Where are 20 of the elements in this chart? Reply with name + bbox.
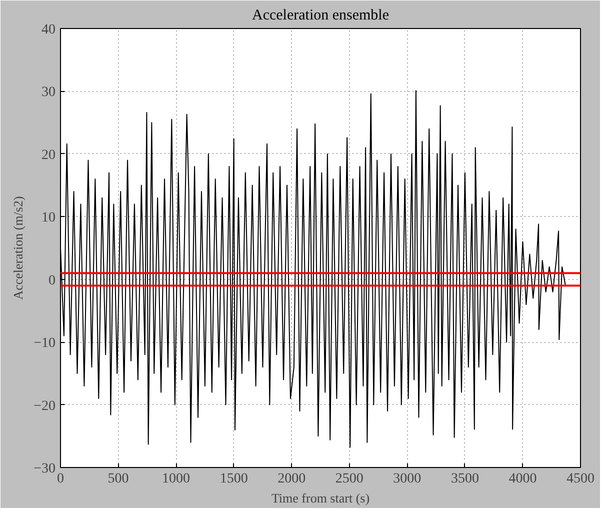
x-tick-label: 1000 (162, 472, 190, 486)
y-axis-title: Acceleration (m/s2) (10, 196, 26, 300)
x-tick-label: 2500 (335, 472, 364, 486)
y-tick-label: 0 (48, 273, 56, 288)
y-tick-label: 40 (42, 22, 56, 38)
x-tick-label: 4000 (508, 472, 537, 486)
y-tick-label: −30 (34, 462, 56, 476)
x-tick-label: 3000 (393, 472, 422, 486)
x-tick-label: 2000 (278, 472, 306, 486)
y-tick-label: −10 (34, 336, 56, 352)
y-tick-label: 30 (42, 85, 56, 100)
y-tick-label: 10 (42, 210, 56, 226)
x-tick-label: 500 (108, 472, 129, 486)
x-tick-label: 3500 (450, 472, 479, 486)
x-tick-label: 1500 (220, 472, 248, 486)
chart-title: Acceleration ensemble (252, 8, 390, 24)
y-tick-label: 20 (42, 148, 56, 163)
y-tick-label: −20 (34, 398, 56, 414)
x-axis-title: Time from start (s) (271, 490, 370, 506)
x-tick-label: 4500 (566, 472, 594, 486)
